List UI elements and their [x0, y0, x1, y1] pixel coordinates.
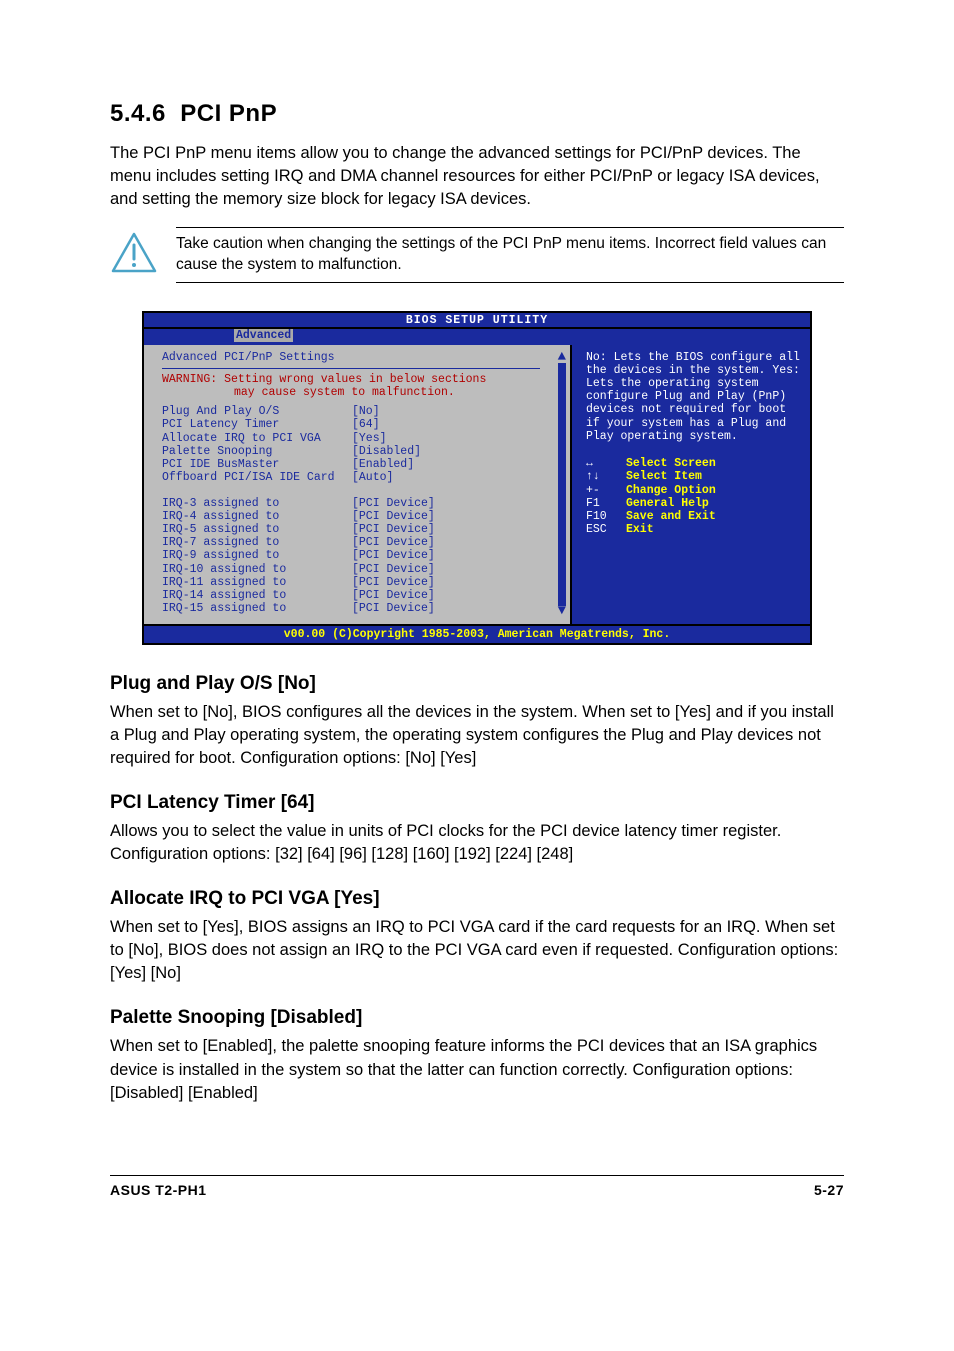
- bios-irq-row[interactable]: IRQ-10 assigned to[PCI Device]: [162, 563, 560, 576]
- bios-key-row: F1General Help: [586, 497, 800, 510]
- bios-irq-row[interactable]: IRQ-5 assigned to[PCI Device]: [162, 523, 560, 536]
- page-footer: ASUS T2-PH1 5-27: [110, 1175, 844, 1198]
- bios-key-row: +-Change Option: [586, 484, 800, 497]
- bios-irq-block: IRQ-3 assigned to[PCI Device] IRQ-4 assi…: [162, 497, 560, 616]
- bios-irq-row[interactable]: IRQ-14 assigned to[PCI Device]: [162, 589, 560, 602]
- subheading-irq-vga: Allocate IRQ to PCI VGA [Yes]: [110, 888, 844, 910]
- bios-irq-row[interactable]: IRQ-4 assigned to[PCI Device]: [162, 510, 560, 523]
- bios-setting-row[interactable]: PCI IDE BusMaster[Enabled]: [162, 458, 560, 471]
- bios-setting-row[interactable]: Palette Snooping[Disabled]: [162, 445, 560, 458]
- bios-screenshot: BIOS SETUP UTILITY Advanced ▲ ▼ Advanced…: [142, 311, 812, 645]
- footer-right: 5-27: [814, 1182, 844, 1198]
- bios-setting-row[interactable]: Plug And Play O/S[No]: [162, 405, 560, 418]
- bios-divider: [162, 368, 540, 369]
- bios-key-row: ESCExit: [586, 523, 800, 536]
- bios-irq-row[interactable]: IRQ-15 assigned to[PCI Device]: [162, 602, 560, 615]
- bios-tab-advanced[interactable]: Advanced: [234, 329, 293, 342]
- subbody-pnp: When set to [No], BIOS configures all th…: [110, 701, 844, 770]
- caution-text: Take caution when changing the settings …: [176, 227, 844, 283]
- bios-warning-l2: may cause system to malfunction.: [162, 386, 560, 399]
- caution-box: Take caution when changing the settings …: [110, 227, 844, 283]
- bios-left-panel: ▲ ▼ Advanced PCI/PnP Settings WARNING: S…: [144, 345, 572, 624]
- bios-warning-l1: WARNING: Setting wrong values in below s…: [162, 373, 560, 386]
- bios-key-row: ↔Select Screen: [586, 457, 800, 470]
- subheading-palette: Palette Snooping [Disabled]: [110, 1007, 844, 1029]
- bios-setting-row[interactable]: PCI Latency Timer[64]: [162, 418, 560, 431]
- bios-irq-row[interactable]: IRQ-11 assigned to[PCI Device]: [162, 576, 560, 589]
- section-number: 5.4.6: [110, 100, 166, 127]
- footer-left: ASUS T2-PH1: [110, 1182, 207, 1198]
- bios-setting-row[interactable]: Offboard PCI/ISA IDE Card[Auto]: [162, 471, 560, 484]
- subheading-pnp: Plug and Play O/S [No]: [110, 673, 844, 695]
- bios-help-text: No: Lets the BIOS configure all the devi…: [586, 351, 800, 444]
- section-title: PCI PnP: [180, 100, 277, 127]
- bios-footer: v00.00 (C)Copyright 1985-2003, American …: [144, 624, 810, 643]
- caution-icon: [110, 231, 158, 280]
- section-heading: 5.4.6 PCI PnP: [110, 100, 844, 128]
- subbody-palette: When set to [Enabled], the palette snoop…: [110, 1035, 844, 1104]
- bios-key-legend: ↔Select Screen ↑↓Select Item +-Change Op…: [586, 457, 800, 536]
- scroll-down-icon[interactable]: ▼: [558, 603, 566, 619]
- subheading-latency: PCI Latency Timer [64]: [110, 792, 844, 814]
- bios-key-row: F10Save and Exit: [586, 510, 800, 523]
- bios-title: BIOS SETUP UTILITY: [144, 313, 810, 329]
- bios-irq-row[interactable]: IRQ-7 assigned to[PCI Device]: [162, 536, 560, 549]
- scrollbar-track[interactable]: [558, 363, 566, 606]
- bios-settings-block: Plug And Play O/S[No] PCI Latency Timer[…: [162, 405, 560, 484]
- bios-section-header: Advanced PCI/PnP Settings: [162, 351, 560, 364]
- bios-right-panel: No: Lets the BIOS configure all the devi…: [572, 345, 810, 624]
- bios-key-row: ↑↓Select Item: [586, 470, 800, 483]
- bios-warning: WARNING: Setting wrong values in below s…: [162, 373, 560, 399]
- bios-tabbar: Advanced: [144, 329, 810, 344]
- subbody-latency: Allows you to select the value in units …: [110, 820, 844, 866]
- section-intro: The PCI PnP menu items allow you to chan…: [110, 142, 844, 211]
- bios-irq-row[interactable]: IRQ-3 assigned to[PCI Device]: [162, 497, 560, 510]
- bios-irq-row[interactable]: IRQ-9 assigned to[PCI Device]: [162, 549, 560, 562]
- subbody-irq-vga: When set to [Yes], BIOS assigns an IRQ t…: [110, 916, 844, 985]
- bios-setting-row[interactable]: Allocate IRQ to PCI VGA[Yes]: [162, 432, 560, 445]
